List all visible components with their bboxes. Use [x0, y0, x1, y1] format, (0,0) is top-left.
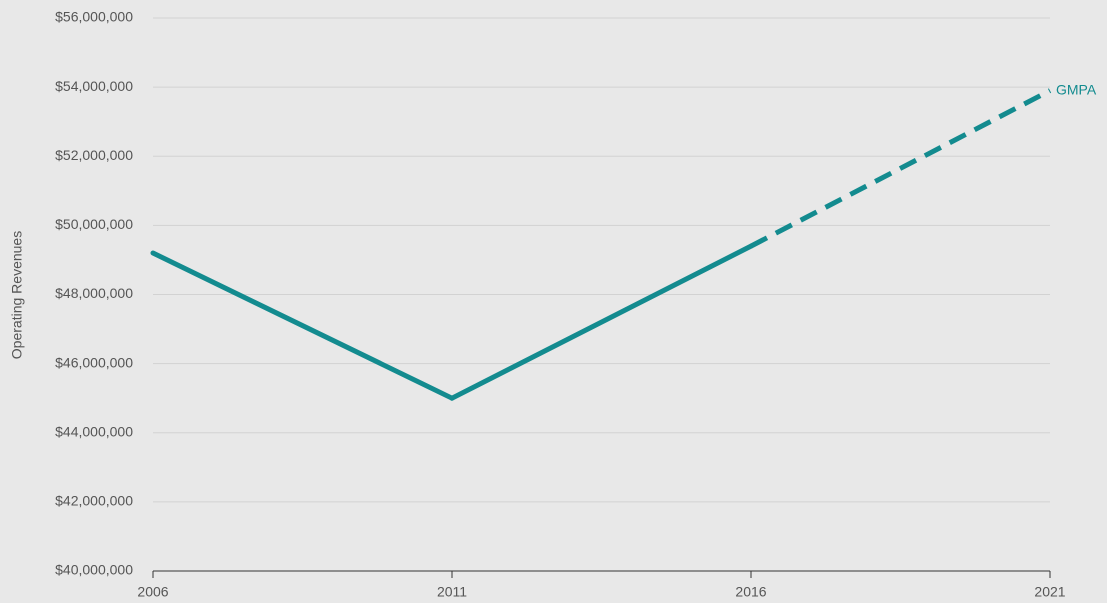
line-segment: [449, 243, 754, 401]
x-tick-label: 2021: [1034, 584, 1065, 600]
y-tick-label: $46,000,000: [55, 354, 133, 370]
y-tick-label: $48,000,000: [55, 285, 133, 301]
line-segment: [749, 88, 1052, 249]
y-tick-label: $56,000,000: [55, 9, 133, 25]
y-tick-label: $54,000,000: [55, 78, 133, 94]
series-label: GMPA: [1056, 81, 1097, 97]
y-tick-label: $50,000,000: [55, 216, 133, 232]
x-tick-label: 2011: [437, 584, 467, 600]
y-tick-label: $42,000,000: [55, 493, 133, 509]
line-segment: [150, 250, 455, 401]
y-axis-label: Operating Revenues: [9, 231, 25, 359]
y-tick-label: $52,000,000: [55, 147, 133, 163]
x-tick-label: 2006: [137, 584, 168, 600]
x-tick-label: 2016: [735, 584, 766, 600]
y-tick-label: $44,000,000: [55, 423, 133, 439]
y-tick-label: $40,000,000: [55, 562, 133, 578]
